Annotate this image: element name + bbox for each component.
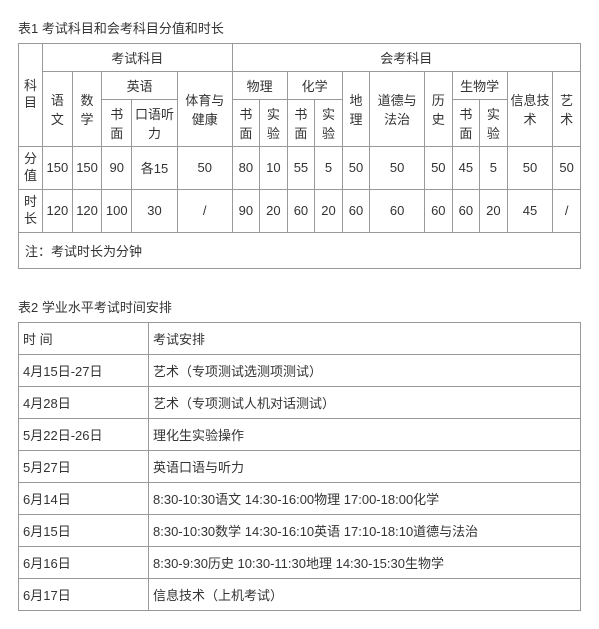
dur-shuxue: 120 [72,189,102,232]
subj-dili: 地理 [342,72,370,147]
dur-hx-shumian: 60 [287,189,315,232]
table1-title: 表1 考试科目和会考科目分值和时长 [18,18,581,37]
score-daofa: 50 [370,147,425,190]
score-yy-kouyu: 各15 [132,147,178,190]
score-tiyu: 50 [177,147,232,190]
subj-wl-shumian: 书面 [232,100,260,147]
score-sw-shiyan: 5 [480,147,508,190]
table2: 时 间 考试安排 4月15日-27日 艺术（专项测试选测项测试） 4月28日 艺… [18,322,581,611]
subj-shuxue: 数学 [72,72,102,147]
score-hx-shiyan: 5 [315,147,343,190]
table-row: 4月28日 艺术（专项测试人机对话测试） [19,386,581,418]
score-wl-shiyan: 10 [260,147,288,190]
subj-sw-shiyan: 实验 [480,100,508,147]
table-row: 6月15日 8:30-10:30数学 14:30-16:10英语 17:10-1… [19,514,581,546]
dur-yy-shumian: 100 [102,189,132,232]
score-wl-shumian: 80 [232,147,260,190]
dur-xinxi: 45 [507,189,553,232]
t2-plan: 英语口语与听力 [149,450,581,482]
score-yuwen: 150 [43,147,73,190]
subj-sw-shumian: 书面 [452,100,480,147]
t2-time: 6月15日 [19,514,149,546]
t2-plan: 信息技术（上机考试） [149,578,581,610]
t2-plan: 理化生实验操作 [149,418,581,450]
subj-yingyu: 英语 [102,72,177,100]
subj-yy-shumian: 书面 [102,100,132,147]
t2-time: 4月28日 [19,386,149,418]
dur-lishi: 60 [425,189,453,232]
dur-dili: 60 [342,189,370,232]
t2-plan: 8:30-10:30数学 14:30-16:10英语 17:10-18:10道德… [149,514,581,546]
subj-hx-shumian: 书面 [287,100,315,147]
t2-time: 5月22日-26日 [19,418,149,450]
subj-yishu: 艺术 [553,72,581,147]
dur-wl-shumian: 90 [232,189,260,232]
score-lishi: 50 [425,147,453,190]
score-yishu: 50 [553,147,581,190]
t2-time: 6月14日 [19,482,149,514]
subj-yy-kouyu: 口语听力 [132,100,178,147]
subj-hx-shiyan: 实验 [315,100,343,147]
dur-wl-shiyan: 20 [260,189,288,232]
subj-shengwu: 生物学 [452,72,507,100]
subj-xinxi: 信息技术 [507,72,553,147]
table2-head-plan: 考试安排 [149,322,581,354]
subj-lishi: 历史 [425,72,453,147]
t2-time: 6月16日 [19,546,149,578]
score-sw-shumian: 45 [452,147,480,190]
subj-daofa: 道德与法治 [370,72,425,147]
score-hx-shumian: 55 [287,147,315,190]
subj-wl-shiyan: 实验 [260,100,288,147]
subj-huaxue: 化学 [287,72,342,100]
t2-time: 4月15日-27日 [19,354,149,386]
dur-daofa: 60 [370,189,425,232]
t2-plan: 8:30-9:30历史 10:30-11:30地理 14:30-15:30生物学 [149,546,581,578]
subj-wuli: 物理 [232,72,287,100]
table2-title: 表2 学业水平考试时间安排 [18,297,581,316]
dur-sw-shiyan: 20 [480,189,508,232]
score-dili: 50 [342,147,370,190]
table-row: 4月15日-27日 艺术（专项测试选测项测试） [19,354,581,386]
table1: 科目 考试科目 会考科目 语文 数学 英语 体育与健康 物理 化学 地理 道德与… [18,43,581,269]
dur-sw-shumian: 60 [452,189,480,232]
dur-yy-kouyu: 30 [132,189,178,232]
subj-tiyu: 体育与健康 [177,72,232,147]
table1-rowhead-duration: 时长 [19,189,43,232]
table1-group-a: 考试科目 [43,44,233,72]
table2-head-time: 时 间 [19,322,149,354]
table-row: 5月27日 英语口语与听力 [19,450,581,482]
t2-plan: 8:30-10:30语文 14:30-16:00物理 17:00-18:00化学 [149,482,581,514]
table-row: 5月22日-26日 理化生实验操作 [19,418,581,450]
table1-rowhead-score: 分值 [19,147,43,190]
table-row: 6月16日 8:30-9:30历史 10:30-11:30地理 14:30-15… [19,546,581,578]
table-row: 6月14日 8:30-10:30语文 14:30-16:00物理 17:00-1… [19,482,581,514]
dur-yuwen: 120 [43,189,73,232]
score-yy-shumian: 90 [102,147,132,190]
table1-note: 注：考试时长为分钟 [19,232,581,268]
dur-hx-shiyan: 20 [315,189,343,232]
t2-plan: 艺术（专项测试选测项测试） [149,354,581,386]
dur-yishu: / [553,189,581,232]
t2-plan: 艺术（专项测试人机对话测试） [149,386,581,418]
t2-time: 6月17日 [19,578,149,610]
table1-rowhead-subject: 科目 [19,44,43,147]
subj-yuwen: 语文 [43,72,73,147]
table1-group-b: 会考科目 [232,44,580,72]
table-row: 6月17日 信息技术（上机考试） [19,578,581,610]
t2-time: 5月27日 [19,450,149,482]
score-shuxue: 150 [72,147,102,190]
score-xinxi: 50 [507,147,553,190]
dur-tiyu: / [177,189,232,232]
